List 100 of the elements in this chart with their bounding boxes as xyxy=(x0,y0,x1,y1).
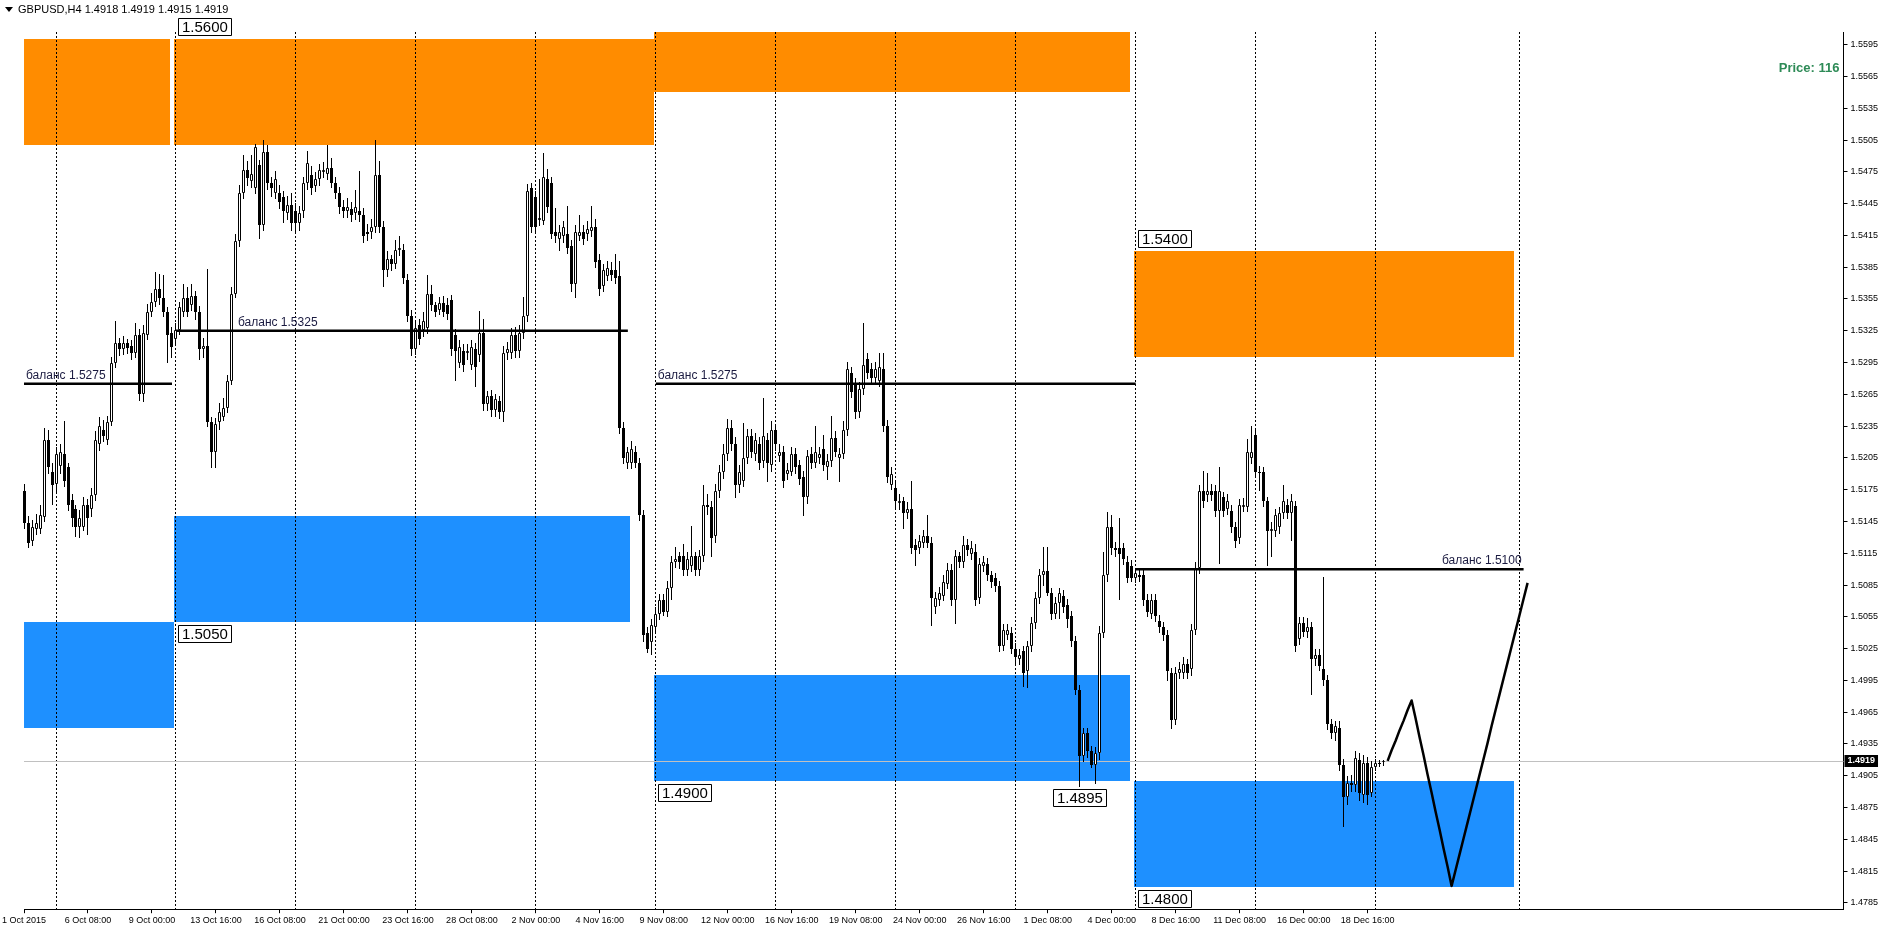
candlestick xyxy=(742,422,745,488)
y-tick-label: 1.5445 xyxy=(1850,198,1879,209)
candlestick xyxy=(586,220,589,242)
candlestick xyxy=(238,184,241,248)
candlestick xyxy=(606,260,609,282)
candlestick xyxy=(394,239,397,270)
candlestick xyxy=(1354,750,1357,793)
candlestick xyxy=(686,551,689,577)
candlestick xyxy=(1106,511,1109,583)
x-tick-label: 9 Nov 08:00 xyxy=(639,915,689,926)
candlestick xyxy=(1034,591,1037,630)
candlestick xyxy=(226,374,229,414)
candlestick xyxy=(1030,616,1033,653)
candlestick xyxy=(218,402,221,431)
x-tick-label: 8 Dec 16:00 xyxy=(1151,915,1200,926)
candlestick xyxy=(1102,551,1105,639)
candlestick xyxy=(90,487,93,518)
candlestick xyxy=(494,393,497,418)
candlestick xyxy=(1038,568,1041,605)
candlestick xyxy=(1370,760,1373,798)
candlestick xyxy=(602,263,605,293)
candlestick xyxy=(834,430,837,458)
candlestick xyxy=(154,271,157,308)
candlestick xyxy=(82,496,85,532)
candlestick xyxy=(106,415,109,446)
candlestick xyxy=(558,224,561,252)
y-tick-label: 1.5175 xyxy=(1850,484,1879,495)
candlestick xyxy=(214,417,217,469)
candlestick xyxy=(918,534,921,555)
candlestick xyxy=(666,580,669,618)
candlestick xyxy=(158,273,161,306)
y-tick-label: 1.4965 xyxy=(1850,706,1879,717)
candlestick xyxy=(470,339,473,371)
candlestick xyxy=(926,514,929,549)
x-tick-label: 9 Oct 00:00 xyxy=(128,915,176,926)
y-tick-label: 1.5325 xyxy=(1850,325,1879,336)
text: баланс 1.5275 xyxy=(657,367,738,382)
candlestick xyxy=(282,190,285,224)
candlestick xyxy=(754,432,757,462)
candlestick xyxy=(398,235,401,257)
candlestick xyxy=(1126,555,1129,584)
candlestick xyxy=(526,183,529,323)
annotation: 1.4895 xyxy=(1057,789,1103,807)
x-tick-label: 16 Oct 08:00 xyxy=(254,915,306,926)
candlestick xyxy=(1282,484,1285,520)
candlestick xyxy=(346,197,349,219)
x-tick-label: 16 Dec 00:00 xyxy=(1276,915,1331,926)
candlestick xyxy=(222,397,225,422)
y-tick-label: 1.5085 xyxy=(1850,579,1879,590)
candlestick xyxy=(1322,576,1325,687)
candlestick xyxy=(1150,593,1153,620)
candlestick xyxy=(698,549,701,577)
candlestick xyxy=(1098,625,1101,761)
y-tick-label: 1.5565 xyxy=(1850,70,1879,81)
x-tick-label: 2 Nov 00:00 xyxy=(511,915,561,926)
y-tick-label: 1.5295 xyxy=(1850,357,1879,368)
candlestick xyxy=(1086,727,1089,759)
candlestick xyxy=(290,192,293,232)
candlestick xyxy=(682,543,685,577)
candlestick xyxy=(1226,493,1229,516)
candlestick xyxy=(746,428,749,465)
candlestick xyxy=(830,415,833,468)
candlestick xyxy=(714,483,717,544)
candlestick xyxy=(1090,745,1093,769)
x-tick-label: 6 Oct 08:00 xyxy=(64,915,112,926)
candlestick xyxy=(502,345,505,423)
candlestick xyxy=(610,261,613,282)
candlestick xyxy=(1130,559,1133,583)
x-tick-label: 4 Dec 00:00 xyxy=(1087,915,1136,926)
candlestick xyxy=(726,418,729,462)
candlestick xyxy=(794,447,797,475)
candlestick xyxy=(86,498,89,536)
candlestick xyxy=(314,171,317,193)
candlestick xyxy=(338,186,341,215)
candlestick xyxy=(130,339,133,361)
candlestick xyxy=(562,220,565,244)
candlestick xyxy=(750,428,753,459)
candlestick xyxy=(1238,498,1241,545)
candlestick xyxy=(350,201,353,223)
candlestick xyxy=(1190,623,1193,677)
candlestick xyxy=(330,157,333,189)
x-tick-label: 28 Oct 08:00 xyxy=(446,915,498,926)
ref-line-label: 1.4919 xyxy=(1847,755,1876,766)
candlestick xyxy=(1302,616,1305,638)
y-tick-label: 1.5145 xyxy=(1850,515,1879,526)
x-tick-label: 4 Nov 16:00 xyxy=(575,915,625,926)
candlestick xyxy=(27,515,30,549)
candlestick xyxy=(122,335,125,356)
y-tick-label: 1.5535 xyxy=(1850,102,1879,113)
candlestick xyxy=(758,436,761,471)
candlestick xyxy=(582,224,585,246)
candlestick xyxy=(78,509,81,539)
candlestick xyxy=(962,535,965,569)
series-label: баланс 1.5325 xyxy=(237,314,318,329)
x-tick-label: 21 Oct 00:00 xyxy=(318,915,370,926)
candlestick xyxy=(1206,472,1209,503)
x-tick-label: 13 Oct 16:00 xyxy=(190,915,242,926)
candlestick xyxy=(1058,587,1061,620)
candlestick xyxy=(1330,718,1333,740)
candlestick xyxy=(262,139,265,232)
